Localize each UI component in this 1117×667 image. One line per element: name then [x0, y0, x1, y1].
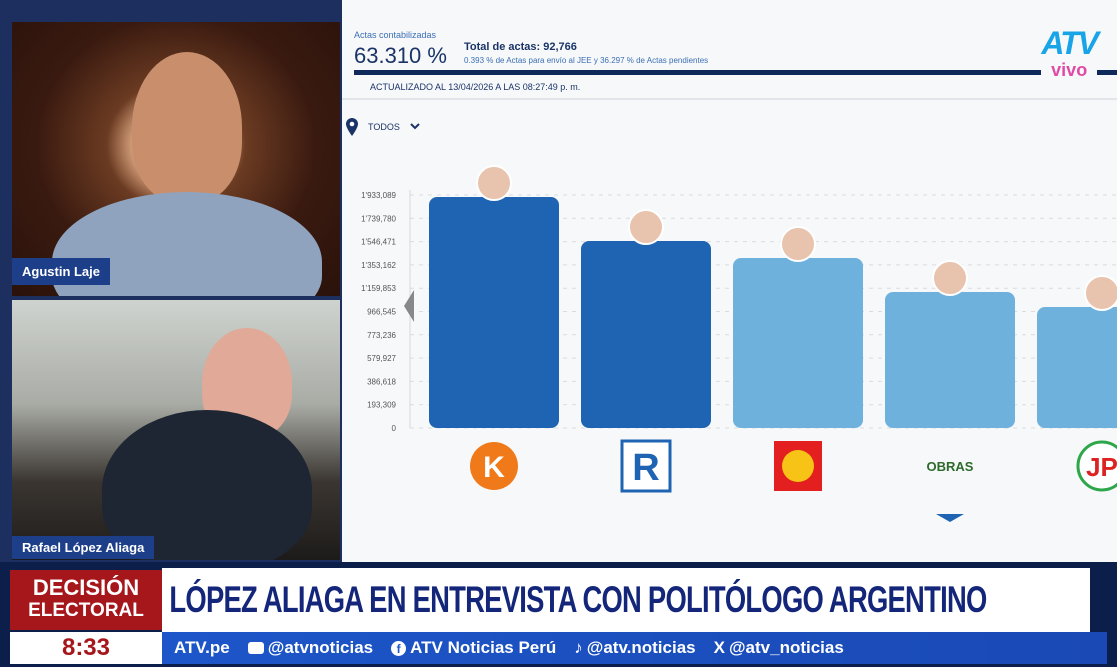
x-icon: X	[713, 638, 725, 657]
actas-label: Actas contabilizadas	[354, 30, 437, 40]
clock: 8:33	[10, 632, 162, 664]
headline: LÓPEZ ALIAGA EN ENTREVISTA CON POLITÓLOG…	[169, 579, 987, 620]
social-bar: ATV.pe @atvnoticias f ATV Noticias Perú ♪…	[162, 632, 1107, 664]
social-facebook: f ATV Noticias Perú	[391, 638, 556, 658]
scroll-left-arrow[interactable]	[404, 290, 414, 322]
y-tick-label: 579,927	[367, 354, 396, 363]
social-tiktok: ♪ @atv.noticias	[574, 638, 695, 658]
guest1-name: Agustin Laje	[12, 258, 111, 285]
election-results-panel: Actas contabilizadas 63.310 % Total de a…	[342, 0, 1117, 562]
social-youtube: @atvnoticias	[247, 638, 374, 658]
candidate-photo	[780, 226, 816, 263]
total-actas: Total de actas: 92,766	[464, 41, 577, 53]
updated-timestamp: ACTUALIZADO AL 13/04/2026 A LAS 08:27:49…	[370, 82, 581, 92]
chevron-down-icon	[410, 123, 420, 130]
social-text: @atv_noticias	[728, 638, 844, 657]
selected-indicator	[936, 514, 964, 522]
video-feed-guest2	[12, 300, 340, 560]
results-bar-chart: 0 193,309 386,618 579,927 773,236 966,545 1'15…	[361, 165, 1117, 522]
y-tick-label: 1'546,471	[361, 238, 396, 247]
party-logo-OBRAS: OBRAS	[927, 459, 974, 474]
youtube-icon	[247, 642, 264, 654]
party-logo-sun	[774, 441, 822, 491]
social-web: ATV.pe	[174, 638, 230, 658]
logo-text: ATV	[1041, 25, 1099, 61]
facebook-icon: f	[391, 640, 407, 656]
social-x: X @atv_noticias	[714, 638, 844, 658]
social-text: ATV.pe	[174, 638, 230, 657]
headline-box: LÓPEZ ALIAGA EN ENTREVISTA CON POLITÓLOG…	[162, 568, 1090, 632]
y-tick-label: 1'159,853	[361, 284, 396, 293]
actas-percent: 63.310 %	[354, 43, 447, 68]
bar-JP	[1037, 306, 1117, 428]
filter-label: TODOS	[368, 122, 400, 132]
y-tick-label: 1'353,162	[361, 261, 396, 270]
y-tick-label: 1'933,089	[361, 191, 396, 200]
candidate-photo	[932, 260, 968, 297]
bar-OBRAS	[885, 292, 1015, 428]
y-tick-label: 773,236	[367, 331, 396, 340]
party-logo-JP: JP	[1076, 440, 1117, 492]
y-tick-label: 0	[392, 424, 397, 433]
party-logo-K: K	[470, 442, 518, 490]
logo-sub: vivo	[1051, 60, 1088, 80]
svg-text:JP: JP	[1086, 452, 1117, 482]
bar-R	[581, 241, 711, 428]
section-line1: DECISIÓN	[32, 575, 140, 600]
y-tick-label: 193,309	[367, 401, 396, 410]
location-pin-icon	[346, 118, 358, 136]
candidate-photo	[628, 209, 664, 246]
video-feed-guest1	[12, 22, 340, 296]
candidate-photo	[476, 165, 512, 202]
party-logo-R: R	[620, 439, 672, 493]
results-header: Actas contabilizadas 63.310 % Total de a…	[342, 8, 1117, 100]
section-line2: ELECTORAL	[28, 600, 144, 621]
svg-text:R: R	[632, 447, 659, 489]
social-text: @atvnoticias	[267, 638, 374, 657]
y-tick-label: 966,545	[367, 308, 396, 317]
bar-sun	[733, 258, 863, 428]
y-tick-label: 386,618	[367, 377, 396, 386]
section-badge: DECISIÓN ELECTORAL	[10, 570, 162, 630]
social-text: ATV Noticias Perú	[410, 638, 557, 657]
svg-text:K: K	[483, 451, 505, 484]
video-panel: Agustin Laje Rafael López Aliaga	[0, 0, 342, 562]
y-tick-label: 1'739,780	[361, 214, 396, 223]
progress-bar	[354, 70, 1117, 75]
guest2-name: Rafael López Aliaga	[12, 536, 155, 559]
svg-text:OBRAS: OBRAS	[927, 459, 974, 474]
actas-detail: 0.393 % de Actas para envío al JEE y 36.…	[464, 56, 709, 65]
candidate-photo	[1084, 274, 1117, 311]
bar-K	[429, 197, 559, 428]
tiktok-icon: ♪	[574, 638, 583, 657]
region-filter[interactable]: TODOS	[346, 118, 420, 136]
atv-logo: ATV vivo	[1041, 25, 1099, 80]
social-text: @atv.noticias	[586, 638, 696, 657]
